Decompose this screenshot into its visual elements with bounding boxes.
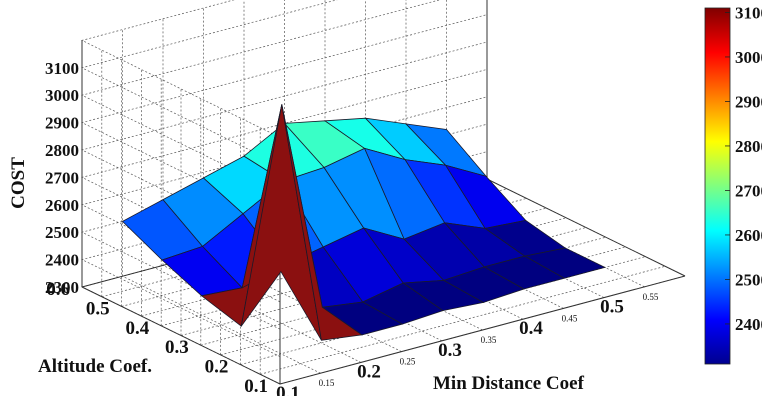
colorbar-tick-label: 2600 [735, 226, 762, 245]
colorbar-gradient [704, 7, 731, 365]
y-tick-label: 0.2 [205, 357, 229, 378]
axis-frame-edge [81, 286, 281, 385]
axis-frame-edge [486, 178, 686, 277]
z-axis-label: COST [8, 157, 29, 209]
z-tick-label: 2500 [45, 223, 79, 242]
colorbar: 3100 3000 2900 2800 2700 2600 2500 2400 [704, 3, 762, 365]
gridline [243, 243, 443, 342]
z-tick-label: 2900 [45, 114, 79, 133]
colorbar-tick-label: 2900 [735, 92, 762, 111]
x-tick-label: 0.5 [600, 297, 624, 318]
surface-patch [281, 104, 363, 341]
z-tick-label: 3000 [45, 86, 79, 105]
colorbar-ticks: 3100 3000 2900 2800 2700 2600 2500 2400 [725, 3, 762, 334]
z-tick-label: 2600 [45, 196, 79, 215]
colorbar-tick-label: 3000 [735, 48, 762, 67]
z-tick-label: 2400 [45, 251, 79, 270]
x-tick-label: 0.3 [438, 340, 462, 361]
gridline [365, 211, 564, 309]
x-minor-tick-label: 0.45 [562, 313, 578, 323]
colorbar-tick-label: 2700 [735, 181, 762, 200]
x-tick-label: 0.4 [519, 318, 543, 339]
x-minor-tick-label: 0.55 [643, 292, 659, 302]
z-tick-label: 3100 [45, 59, 79, 78]
x-minor-tick-label: 0.15 [319, 378, 335, 388]
x-tick-label: 0.2 [357, 361, 381, 382]
colorbar-tick-label: 3100 [735, 3, 762, 22]
y-tick-label: 0.6 [46, 279, 70, 300]
y-tick-label: 0.5 [86, 298, 110, 319]
gridline [284, 232, 483, 331]
gridline [405, 200, 605, 298]
z-tick-label: 2800 [45, 141, 79, 160]
surface-patch [523, 247, 607, 279]
y-tick-label: 0.3 [165, 337, 189, 358]
x-tick-label: 0.1 [276, 383, 300, 396]
surface-mesh [121, 104, 607, 341]
colorbar-tick-label: 2800 [735, 137, 762, 156]
x-minor-tick-label: 0.35 [481, 335, 497, 345]
gridline [162, 265, 362, 363]
axis-frame-edge [279, 275, 686, 385]
gridline [446, 189, 645, 288]
x-minor-tick-label: 0.25 [400, 357, 416, 367]
y-tick-label: 0.4 [125, 318, 149, 339]
y-axis-label: Altitude Coef. [38, 356, 152, 377]
gridline [324, 221, 524, 320]
gridline [260, 265, 666, 375]
gridline [203, 254, 402, 352]
y-tick-label: 0.1 [244, 376, 268, 396]
z-tick-label: 2700 [45, 168, 79, 187]
colorbar-tick-label: 2500 [735, 270, 762, 289]
x-axis-label: Min Distance Coef [433, 373, 585, 394]
colorbar-tick-label: 2400 [735, 315, 762, 334]
gridline [122, 275, 321, 374]
z-tick-label: 2300 [45, 278, 79, 297]
